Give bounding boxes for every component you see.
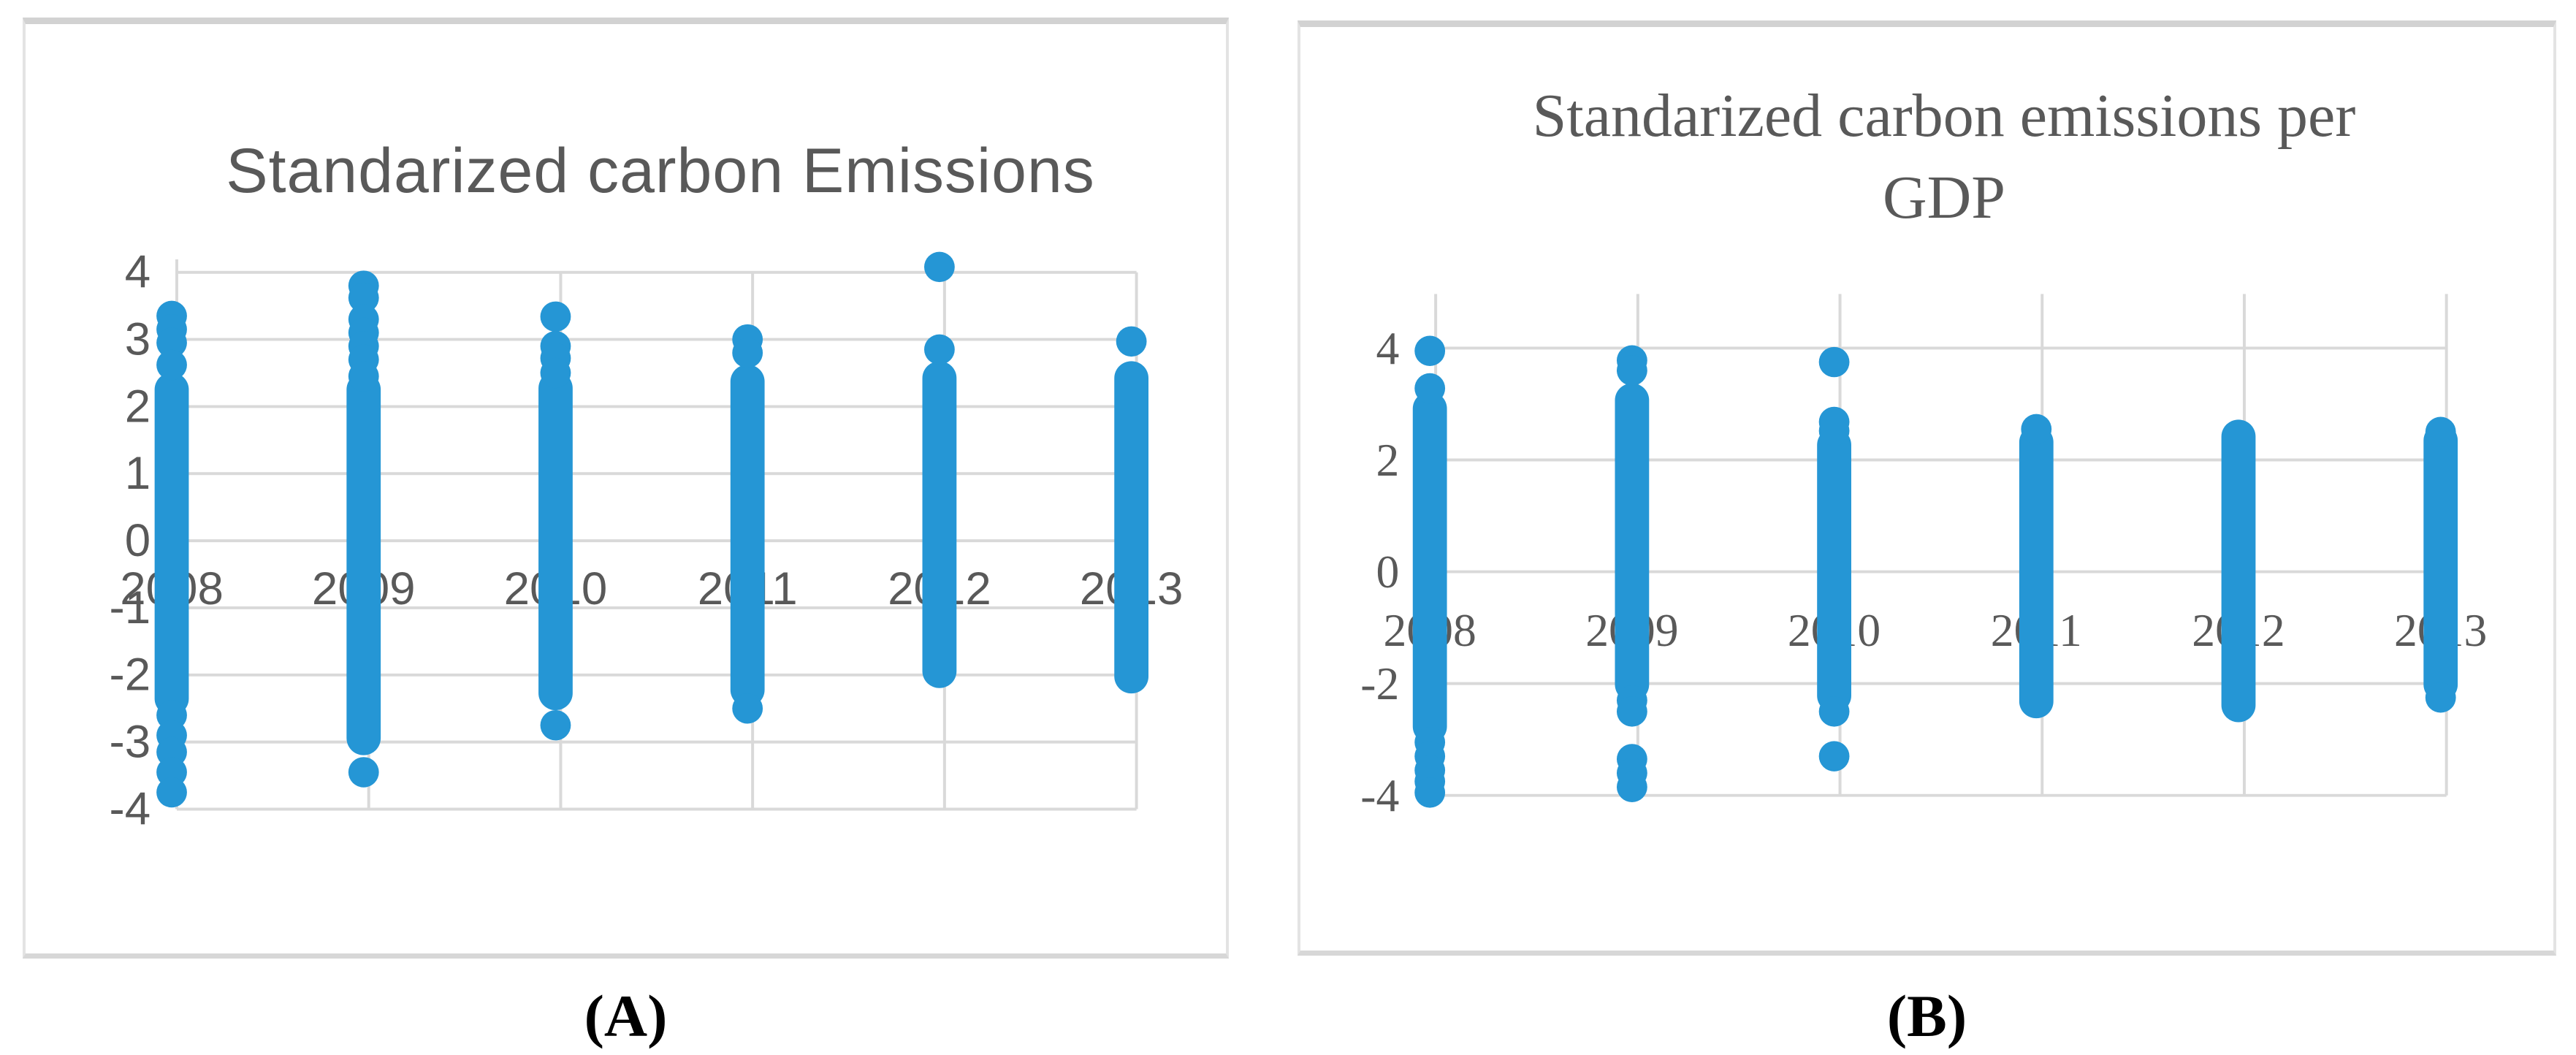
- data-dot: [1414, 777, 1446, 808]
- y-axis-tick-label: -1: [110, 582, 151, 633]
- data-strip: [730, 364, 765, 707]
- data-strip: [922, 361, 957, 688]
- data-strip: [154, 372, 189, 716]
- data-dot: [1116, 326, 1147, 357]
- data-strip: [1817, 427, 1851, 713]
- data-dot: [156, 777, 187, 808]
- data-dot: [732, 693, 763, 724]
- data-dot: [732, 338, 763, 368]
- caption-a: (A): [584, 983, 668, 1049]
- data-strip: [2423, 423, 2458, 702]
- data-dot: [348, 361, 379, 392]
- y-axis-tick-label: -2: [110, 650, 151, 701]
- figure-panel-b: 420-2-4200820092010201120122013 Standari…: [1297, 20, 2556, 956]
- data-dot: [540, 709, 571, 741]
- data-strip: [1412, 392, 1447, 744]
- data-strip: [346, 372, 381, 755]
- data-dot: [924, 251, 955, 283]
- y-axis-tick-label: -4: [1360, 769, 1399, 821]
- data-strip: [1114, 361, 1149, 694]
- data-dot: [924, 334, 955, 365]
- data-dot: [1818, 346, 1850, 378]
- data-dot: [2425, 682, 2456, 713]
- data-dot: [1818, 741, 1850, 772]
- y-axis-tick-label: 2: [1376, 434, 1400, 486]
- y-axis-tick-label: -4: [110, 784, 151, 835]
- data-dot: [156, 327, 187, 358]
- data-dot: [2425, 416, 2456, 447]
- data-dot: [540, 301, 571, 332]
- data-dot: [348, 757, 379, 788]
- y-axis-tick-label: 4: [125, 247, 150, 298]
- data-dot: [1616, 772, 1647, 802]
- y-axis-tick-label: 1: [125, 448, 150, 499]
- y-axis-tick-label: 0: [125, 515, 150, 566]
- data-strip: [2221, 419, 2256, 723]
- data-strip: [538, 371, 573, 711]
- data-dot: [348, 282, 379, 313]
- data-dot: [2021, 414, 2052, 445]
- y-axis-tick-label: 3: [125, 314, 150, 365]
- y-axis-tick-label: 4: [1376, 322, 1400, 374]
- data-dot: [1616, 696, 1647, 727]
- data-strip: [2019, 424, 2054, 719]
- chart-b-svg: 420-2-4200820092010201120122013: [1360, 294, 2487, 821]
- data-dot: [1414, 335, 1446, 367]
- data-dot: [1414, 373, 1446, 404]
- y-axis-tick-label: -2: [1360, 658, 1399, 709]
- y-axis-tick-label: 0: [1376, 546, 1400, 598]
- y-axis-tick-label: 2: [125, 381, 150, 433]
- data-dot: [156, 349, 187, 381]
- data-dot: [1616, 355, 1647, 386]
- caption-b: (B): [1886, 983, 1967, 1049]
- y-axis-tick-label: -3: [110, 717, 151, 768]
- data-dot: [1818, 696, 1850, 727]
- data-dot: [540, 357, 571, 389]
- data-strip: [1615, 383, 1650, 702]
- data-dot: [1818, 415, 1850, 446]
